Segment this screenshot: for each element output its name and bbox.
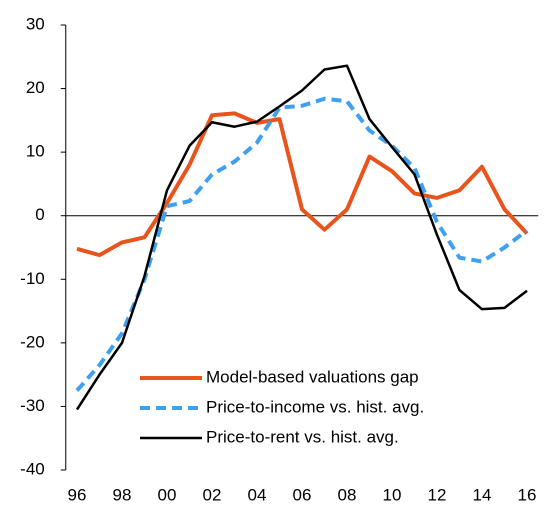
x-tick-label: 00 — [158, 485, 177, 504]
x-tick-label: 16 — [518, 485, 537, 504]
y-tick-label: -20 — [20, 332, 45, 351]
series-line — [75, 64, 528, 411]
x-tick-label: 04 — [248, 485, 267, 504]
y-tick-label: -10 — [20, 269, 45, 288]
x-tick-label: 08 — [338, 485, 357, 504]
x-tick-label: 14 — [473, 485, 492, 504]
series-line — [76, 111, 529, 258]
y-tick-label: 30 — [26, 14, 45, 33]
legend-label: Price-to-rent vs. hist. avg. — [206, 427, 399, 446]
x-tick-label: 98 — [113, 485, 132, 504]
legend-label: Price-to-income vs. hist. avg. — [206, 397, 424, 416]
y-tick-label: -30 — [20, 396, 45, 415]
x-tick-label: 10 — [383, 485, 402, 504]
x-tick-label: 96 — [68, 485, 87, 504]
y-tick-label: 10 — [26, 142, 45, 161]
legend-label: Model-based valuations gap — [206, 367, 419, 386]
x-tick-label: 02 — [203, 485, 222, 504]
y-tick-label: -40 — [20, 459, 45, 478]
x-tick-label: 06 — [293, 485, 312, 504]
x-tick-label: 12 — [428, 485, 447, 504]
series-line — [75, 96, 529, 392]
y-tick-label: 20 — [26, 78, 45, 97]
y-tick-label: 0 — [35, 205, 44, 224]
